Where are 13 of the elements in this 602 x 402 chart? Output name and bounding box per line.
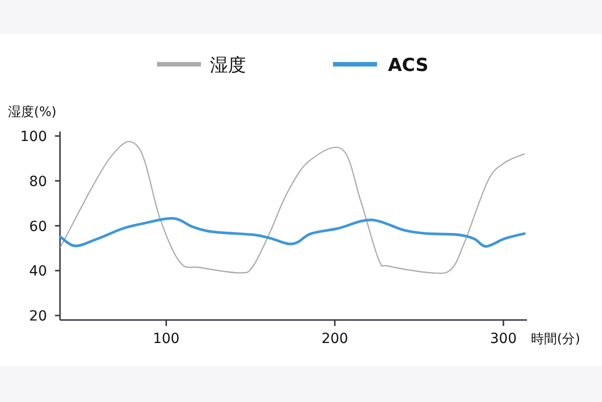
y-tick-label: 100 [20, 128, 47, 145]
y-tick-label: 80 [29, 174, 47, 190]
legend-label: ACS [388, 55, 428, 76]
y-tick-label: 60 [29, 218, 47, 235]
line-series [59, 217, 526, 248]
y-axis-title: 湿度(%) [8, 104, 56, 120]
y-tick-label: 40 [29, 264, 47, 280]
x-axis-title: 時間(分) [531, 332, 580, 347]
x-tick-label: 100 [152, 331, 180, 347]
x-tick-label: 200 [321, 331, 348, 347]
legend-label: 湿度 [210, 55, 246, 76]
x-tick-label: 300 [490, 331, 517, 347]
y-tick-label: 20 [29, 308, 47, 325]
